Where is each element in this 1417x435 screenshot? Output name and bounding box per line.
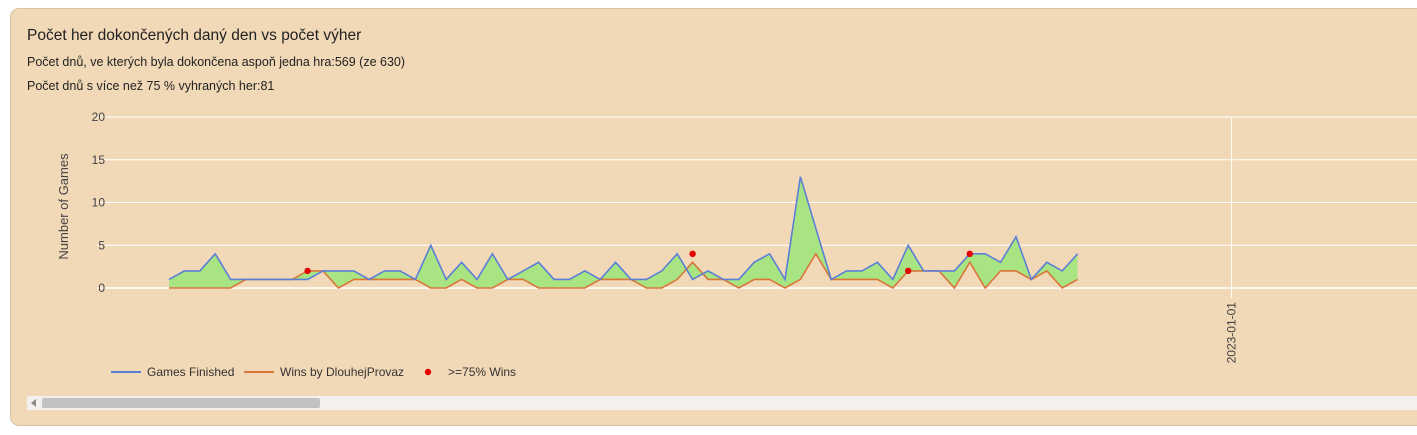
y-axis-label: Number of Games [56, 153, 71, 260]
legend-swatch-dot [424, 368, 432, 376]
legend-label: Games Finished [147, 365, 234, 379]
scroll-left-arrow-icon[interactable] [31, 399, 36, 407]
y-tick-label: 15 [92, 153, 106, 167]
legend-label: Wins by DlouhejProvaz [280, 365, 404, 379]
marker-75pct-win [905, 267, 912, 275]
chart-card: Počet her dokončených daný den vs počet … [10, 8, 1417, 426]
y-tick-label: 10 [92, 196, 106, 210]
marker-75pct-win [304, 267, 311, 275]
y-tick-label: 20 [92, 110, 106, 124]
legend-label: >=75% Wins [448, 365, 516, 379]
y-tick-label: 0 [98, 281, 105, 295]
stat-days-over-75: Počet dnů s více než 75 % vyhraných her:… [27, 79, 275, 93]
horizontal-scrollbar[interactable] [27, 396, 1417, 410]
x-tick-label: 2023-01-01 [1225, 302, 1239, 364]
chart-svg: 0 5 10 15 20 2023-01-01 Number of Games Games F… [56, 110, 1417, 379]
marker-75pct-win [966, 250, 973, 257]
area-fill [169, 176, 1078, 288]
marker-75pct-win [689, 250, 696, 257]
stat-days-with-game: Počet dnů, ve kterých byla dokončena asp… [27, 55, 406, 69]
y-tick-label: 5 [98, 238, 105, 252]
chart-title: Počet her dokončených daný den vs počet … [27, 27, 362, 44]
scrollbar-thumb[interactable] [42, 398, 320, 408]
series-line-games [168, 176, 1079, 282]
